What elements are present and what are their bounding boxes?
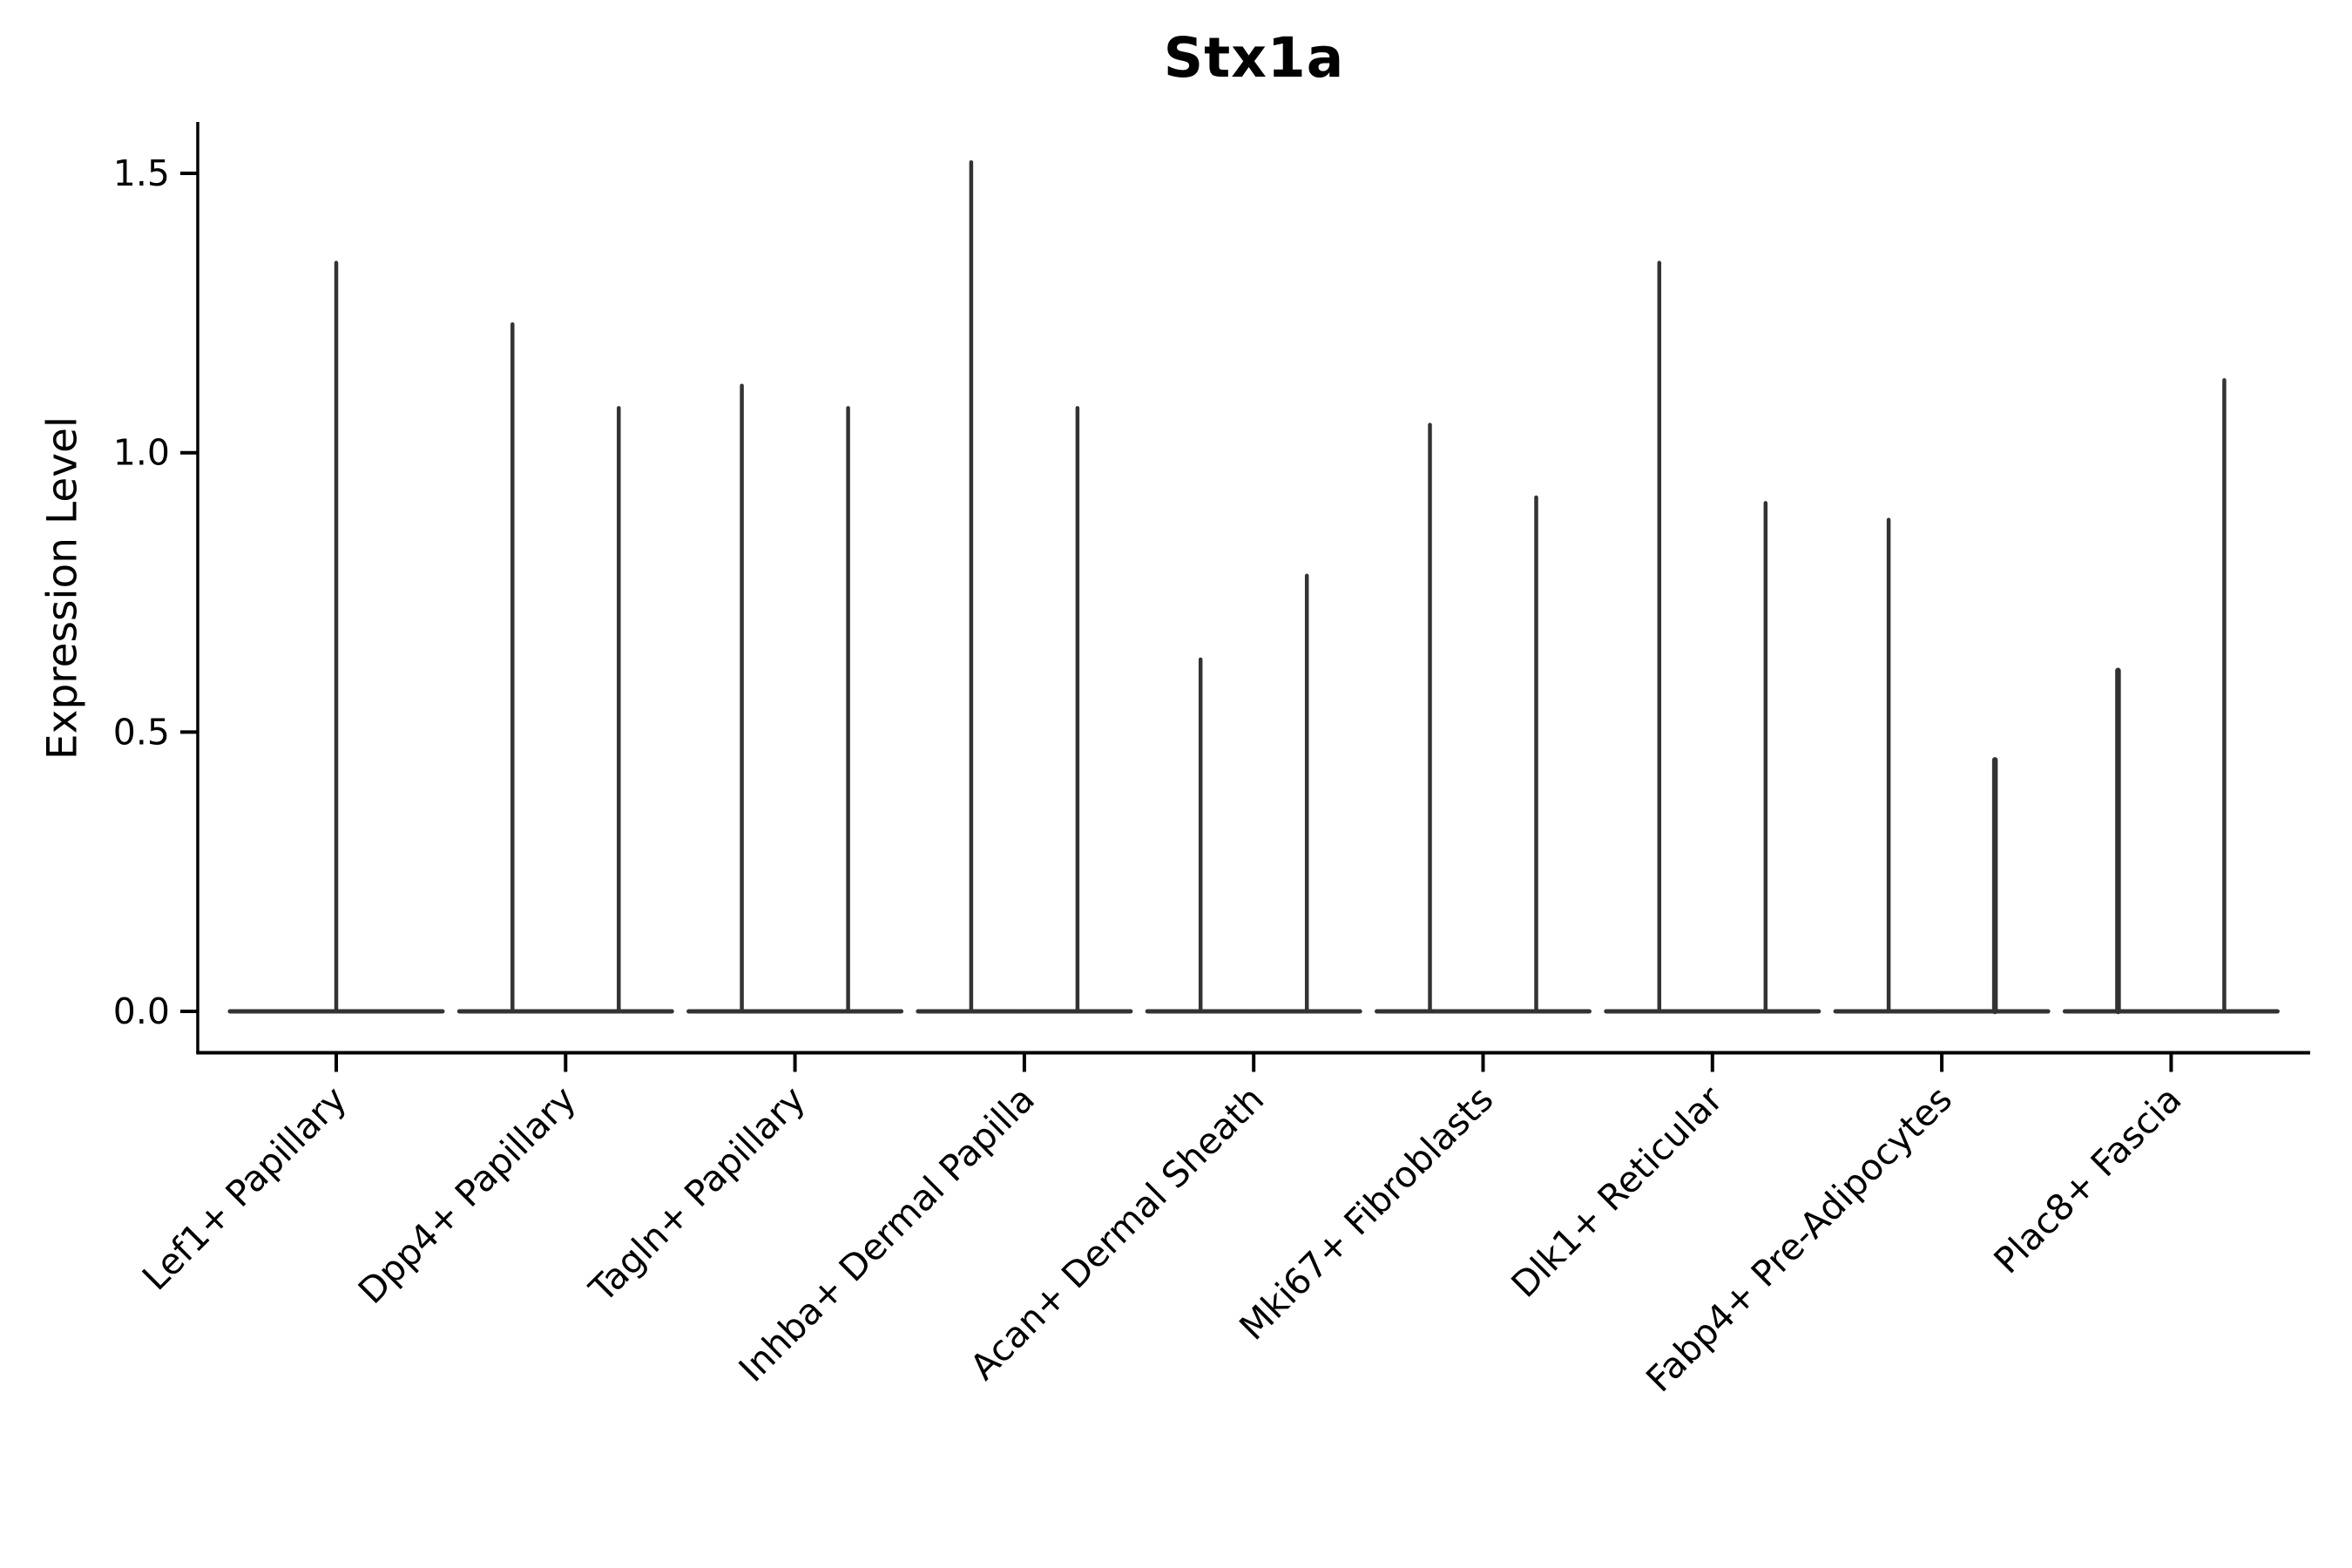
x-tick-label: Dlk1+ Reticular bbox=[1504, 1078, 1731, 1306]
y-tick-label: 1.0 bbox=[113, 432, 170, 474]
x-tick-label: Lef1+ Papillary bbox=[134, 1078, 355, 1299]
y-tick-label: 1.5 bbox=[113, 152, 170, 194]
chart-title: Stx1a bbox=[1163, 26, 1345, 90]
x-tick-label: Dpp4+ Papillary bbox=[350, 1078, 584, 1312]
x-tick-label: Plac8+ Fascia bbox=[1986, 1078, 2190, 1282]
x-tick-label: Tagln+ Papillary bbox=[581, 1078, 814, 1311]
y-tick-label: 0.5 bbox=[113, 711, 170, 753]
y-tick-label: 0.0 bbox=[113, 990, 170, 1032]
x-tick-label: Mki67+ Fibroblasts bbox=[1232, 1078, 1502, 1348]
